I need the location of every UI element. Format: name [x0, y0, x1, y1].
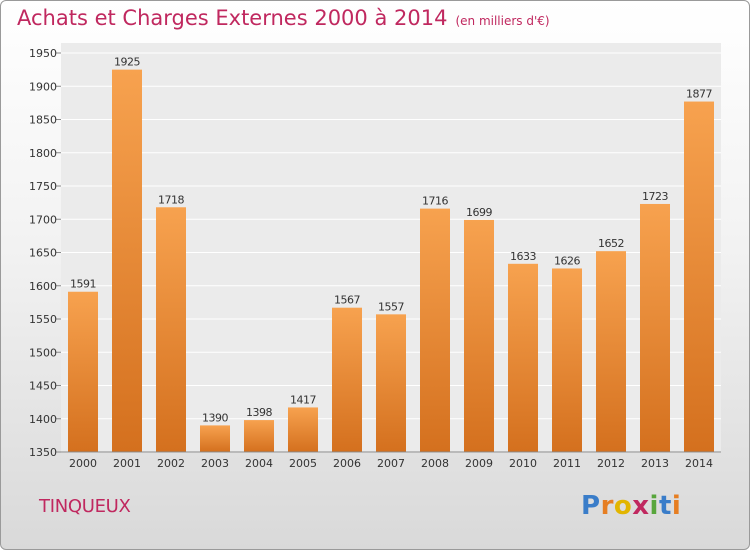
y-tick-label: 1400 [29, 413, 57, 426]
bar-value-label: 1925 [114, 56, 140, 69]
bar-value-label: 1633 [510, 250, 536, 263]
bar-2012 [596, 251, 626, 452]
y-tick-label: 1850 [29, 114, 57, 127]
logo-letter: i [649, 491, 659, 521]
bar-2010 [508, 263, 538, 452]
y-tick-label: 1700 [29, 213, 57, 226]
chart-title-text: Achats et Charges Externes 2000 à 2014 [17, 6, 448, 30]
y-tick-label: 1500 [29, 346, 57, 359]
bar-2004 [244, 420, 274, 452]
x-tick-label: 2000 [69, 457, 97, 470]
bar-value-label: 1567 [334, 294, 360, 307]
x-tick-label: 2013 [641, 457, 669, 470]
y-tick-label: 1650 [29, 247, 57, 260]
x-tick-label: 2007 [377, 457, 405, 470]
x-tick-label: 2009 [465, 457, 493, 470]
bar-2001 [112, 69, 142, 452]
bar-value-label: 1417 [290, 393, 316, 406]
bar-2007 [376, 314, 406, 452]
y-tick-label: 1350 [29, 446, 57, 459]
bar-value-label: 1652 [598, 237, 624, 250]
y-tick-label: 1900 [29, 80, 57, 93]
x-tick-label: 2014 [685, 457, 713, 470]
logo-letter: P [581, 491, 601, 521]
y-tick-label: 1450 [29, 380, 57, 393]
x-tick-label: 2011 [553, 457, 581, 470]
chart-title: Achats et Charges Externes 2000 à 2014 (e… [17, 6, 550, 30]
bar-2002 [156, 207, 186, 452]
bar-value-label: 1716 [422, 195, 448, 208]
logo-letter: i [671, 491, 682, 521]
x-tick-label: 2010 [509, 457, 537, 470]
logo-letter: r [600, 491, 614, 521]
logo-letter: o [613, 491, 633, 521]
bar-value-label: 1718 [158, 193, 184, 206]
bar-value-label: 1699 [466, 206, 492, 219]
bar-2003 [200, 425, 230, 452]
x-tick-label: 2002 [157, 457, 185, 470]
bar-2013 [640, 203, 670, 452]
proxiti-logo: Proxiti [581, 491, 681, 521]
bar-2014 [684, 101, 714, 453]
x-tick-label: 2008 [421, 457, 449, 470]
logo-letter: t [658, 491, 672, 521]
bar-value-label: 1390 [202, 411, 228, 424]
x-tick-label: 2005 [289, 457, 317, 470]
x-tick-label: 2006 [333, 457, 361, 470]
y-tick-label: 1750 [29, 180, 57, 193]
y-tick-label: 1800 [29, 147, 57, 160]
bar-2005 [288, 407, 318, 452]
bar-value-label: 1557 [378, 300, 404, 313]
bar-2008 [420, 208, 450, 452]
y-tick-label: 1600 [29, 280, 57, 293]
bar-value-label: 1626 [554, 254, 580, 267]
bar-value-label: 1398 [246, 406, 272, 419]
city-label: TINQUEUX [39, 496, 131, 517]
bar-value-label: 1877 [686, 88, 712, 101]
bar-2006 [332, 307, 362, 452]
bar-2009 [464, 219, 494, 452]
y-tick-label: 1550 [29, 313, 57, 326]
bar-value-label: 1723 [642, 190, 668, 203]
x-tick-label: 2001 [113, 457, 141, 470]
logo-letter: x [632, 491, 650, 521]
x-tick-label: 2004 [245, 457, 273, 470]
bar-2011 [552, 268, 582, 452]
bar-value-label: 1591 [70, 278, 96, 291]
bar-2000 [68, 291, 98, 452]
chart-subtitle: (en milliers d'€) [455, 14, 550, 28]
y-tick-label: 1950 [29, 47, 57, 60]
x-tick-label: 2003 [201, 457, 229, 470]
x-tick-label: 2012 [597, 457, 625, 470]
